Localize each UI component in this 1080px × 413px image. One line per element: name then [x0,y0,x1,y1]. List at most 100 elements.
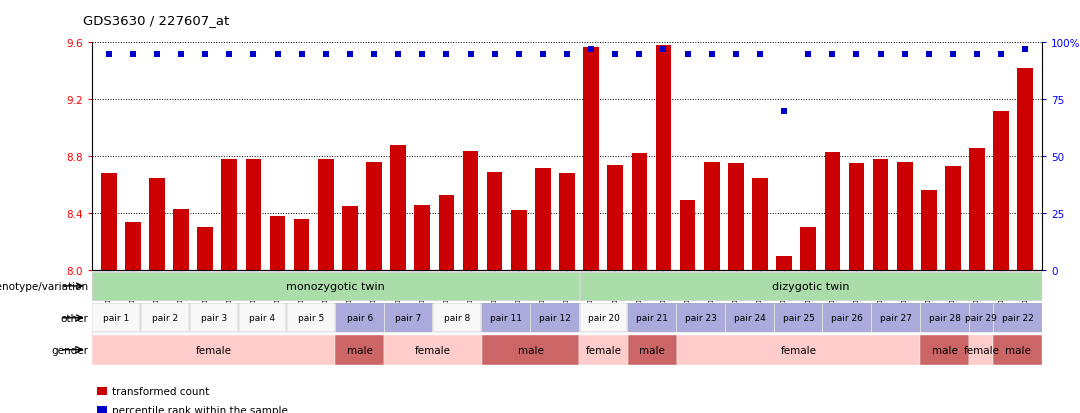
Bar [994,112,1009,271]
Bar [100,174,117,271]
Bar [336,304,383,332]
Text: pair 22: pair 22 [1002,313,1034,323]
Point [535,51,552,58]
Bar [921,191,936,271]
Text: other: other [60,313,89,323]
Text: female: female [585,345,622,355]
Point [679,51,697,58]
Point [582,47,599,54]
Bar [774,304,822,332]
Text: pair 24: pair 24 [734,313,766,323]
Text: female: female [195,345,231,355]
Bar [679,201,696,271]
Bar [726,304,773,332]
Text: pair 25: pair 25 [783,313,814,323]
Bar [125,222,140,271]
Text: pair 4: pair 4 [249,313,275,323]
Bar [384,335,482,365]
Bar [896,163,913,271]
Bar [970,304,993,332]
Bar [559,174,575,271]
Text: pair 12: pair 12 [539,313,570,323]
Point [558,51,576,58]
Point [341,51,359,58]
Point [220,51,238,58]
Text: percentile rank within the sample: percentile rank within the sample [112,405,288,413]
Point [365,51,382,58]
Bar [583,47,599,271]
Bar [921,304,969,332]
Bar [342,206,357,271]
Bar [994,335,1042,365]
Text: pair 5: pair 5 [298,313,324,323]
Bar [239,304,286,332]
Text: pair 8: pair 8 [444,313,471,323]
Text: pair 11: pair 11 [490,313,522,323]
Bar [824,153,840,271]
Point [799,51,816,58]
Bar [969,335,994,365]
Text: female: female [415,345,451,355]
Text: pair 2: pair 2 [152,313,178,323]
Text: transformed count: transformed count [112,386,210,396]
Bar [777,256,792,271]
Bar [849,164,864,271]
Text: gender: gender [52,345,89,355]
Text: pair 20: pair 20 [588,313,620,323]
Bar [511,211,527,271]
Point [920,51,937,58]
Point [245,51,262,58]
Text: pair 26: pair 26 [832,313,863,323]
Bar [873,304,920,332]
Point [462,51,480,58]
Bar [607,166,623,271]
Point [872,51,889,58]
Bar [462,151,478,271]
Bar [294,219,310,271]
Bar [945,167,961,271]
Text: pair 1: pair 1 [103,313,130,323]
Bar [336,335,384,365]
Point [318,51,335,58]
Bar [580,272,1042,301]
Text: pair 6: pair 6 [347,313,373,323]
Bar [141,304,189,332]
Text: male: male [1004,345,1030,355]
Bar [190,304,238,332]
Point [993,51,1010,58]
Bar [535,168,551,271]
Bar [487,173,502,271]
Bar [287,304,335,332]
Text: pair 28: pair 28 [929,313,961,323]
Point [775,108,793,115]
Text: pair 23: pair 23 [685,313,717,323]
Bar [580,304,627,332]
Bar [1017,69,1034,271]
Point [510,51,527,58]
Text: genotype/variation: genotype/variation [0,281,89,291]
Point [437,51,455,58]
Point [944,51,961,58]
Bar [482,335,579,365]
Point [269,51,286,58]
Bar [677,304,725,332]
Point [173,51,190,58]
Point [727,51,744,58]
Point [654,47,672,54]
Bar [415,205,430,271]
Bar [627,335,677,365]
Bar [366,163,382,271]
Bar [482,304,530,332]
Point [293,51,310,58]
Point [100,51,118,58]
Bar [92,304,140,332]
Text: pair 27: pair 27 [880,313,912,323]
Bar [438,195,455,271]
Bar [629,304,676,332]
Point [703,51,720,58]
Bar [969,148,985,271]
Bar [270,216,285,271]
Bar [384,304,432,332]
Bar [632,154,647,271]
Bar [433,304,482,332]
